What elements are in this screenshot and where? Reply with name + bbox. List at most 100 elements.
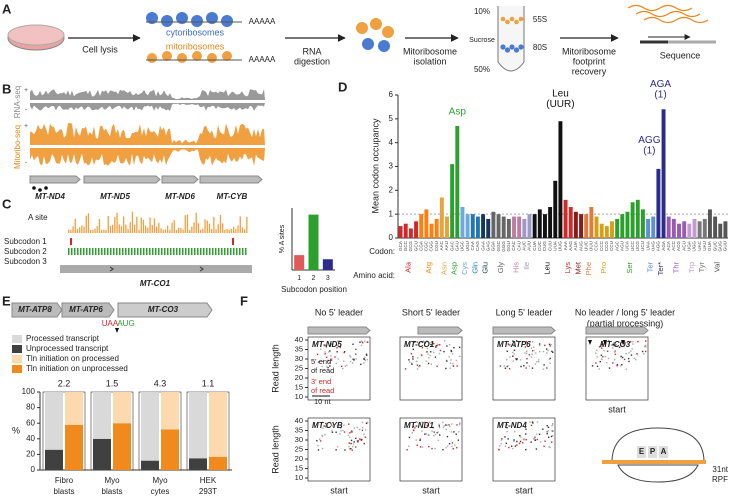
read-dot — [426, 340, 428, 342]
read-dot — [442, 448, 444, 451]
ratio-label: 1.5 — [106, 378, 119, 388]
read-dot — [530, 424, 533, 426]
read-dot — [350, 442, 352, 445]
label: cytoribosomes — [166, 27, 225, 37]
a-site-spike — [222, 223, 224, 233]
y-tick-label: 40 — [295, 335, 303, 344]
read-dot — [519, 359, 522, 361]
read-dot — [516, 444, 518, 446]
read-dot — [547, 429, 549, 432]
read-dot — [520, 365, 522, 368]
read-dot — [501, 438, 503, 440]
codon-label: AUA — [573, 240, 578, 250]
read-dot — [528, 365, 530, 367]
subcodon-2-hit — [182, 248, 184, 255]
read-dot — [352, 358, 354, 360]
subcodon-2-hit — [83, 248, 85, 255]
gene-label: MT-ND1 — [404, 421, 434, 430]
read-dot — [523, 438, 526, 440]
read-dot — [596, 365, 599, 368]
read-dot — [330, 355, 332, 357]
read-dot — [620, 364, 622, 367]
bar — [656, 168, 661, 238]
codon-label: ACU — [681, 241, 686, 251]
read-dot — [552, 430, 554, 432]
codon-label: CGU — [434, 241, 439, 251]
read-dot — [534, 352, 537, 354]
read-dot — [342, 360, 345, 362]
read-dot — [340, 365, 343, 368]
read-dot — [525, 438, 527, 441]
read-dot — [353, 358, 356, 360]
read-dot — [367, 341, 369, 343]
heatmap-frame — [307, 336, 371, 401]
group-frame — [186, 391, 230, 471]
a-site-spike — [219, 214, 222, 233]
bar — [568, 207, 573, 238]
subcodon-2-hit — [131, 248, 133, 255]
read-dot — [645, 346, 647, 348]
read-dot — [630, 350, 632, 352]
label: Read length — [270, 425, 280, 474]
read-dot — [431, 447, 433, 450]
label: - — [25, 160, 28, 167]
subcodon-2-hit — [206, 248, 208, 255]
subcodon-2-hit — [161, 248, 163, 255]
read-dot — [529, 341, 531, 343]
subcodon-2-hit — [92, 248, 94, 255]
subcodon-2-hit — [200, 248, 202, 255]
leader-arrow — [492, 326, 556, 335]
label: - — [25, 107, 28, 114]
codon-label: UCC — [630, 240, 635, 251]
label: 3' end — [311, 377, 331, 386]
bar — [692, 218, 697, 238]
read-dot — [412, 358, 414, 360]
a-site-spike — [116, 212, 118, 233]
read-dot — [500, 442, 502, 445]
y-tick-label: 40 — [295, 416, 303, 425]
subcodon-2-hit — [86, 248, 88, 255]
read-dot — [507, 343, 509, 345]
y-tick-label: 10 — [295, 392, 303, 401]
read-dot — [445, 424, 447, 426]
subcodon-2-hit — [152, 248, 154, 255]
panel-letter: A — [2, 1, 12, 16]
read-dot — [508, 446, 510, 449]
a-site-spike — [184, 215, 186, 233]
read-dot — [319, 440, 322, 442]
read-dot — [423, 421, 426, 424]
ribosome-site — [637, 446, 646, 458]
read-dot — [614, 350, 616, 352]
read-dot — [530, 356, 533, 358]
bar — [702, 218, 707, 238]
read-dot — [453, 347, 455, 349]
read-dot — [602, 356, 604, 358]
subcodon-2-hit — [80, 248, 82, 255]
read-dot — [324, 425, 327, 428]
read-dot — [412, 356, 414, 358]
bar — [512, 216, 516, 238]
read-dot — [361, 341, 364, 343]
a-site-spike — [105, 229, 107, 233]
read-dot — [548, 358, 551, 360]
label: 55S — [533, 15, 547, 24]
legend-label: Tln initiation on unprocessed — [26, 364, 128, 373]
read-dot — [513, 345, 515, 347]
read-dot — [450, 350, 453, 353]
bar-segment — [65, 392, 83, 425]
subcodon-2-hit — [215, 248, 217, 255]
read-dot — [414, 341, 416, 343]
subcodon-2-hit — [233, 248, 235, 255]
a-site-spike — [153, 218, 156, 233]
mitoribosome — [222, 51, 232, 61]
read-dot — [416, 364, 419, 366]
chevron — [199, 266, 204, 272]
read-dot — [500, 439, 503, 441]
read-dot — [365, 353, 368, 355]
a-site-spike — [74, 218, 76, 233]
fraction-80s — [504, 47, 511, 53]
legend-swatch — [12, 345, 22, 353]
read-dot — [446, 435, 449, 438]
read-dot — [632, 343, 634, 345]
read-dot — [525, 433, 527, 435]
